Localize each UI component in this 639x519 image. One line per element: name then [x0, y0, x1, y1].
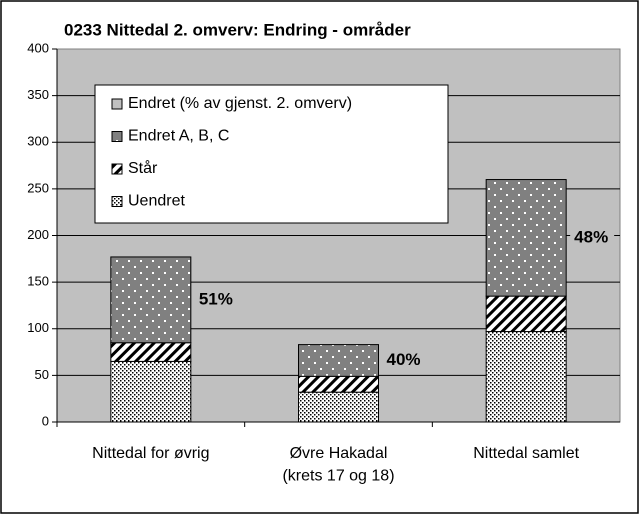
- y-tick-label: 350: [27, 87, 49, 102]
- y-tick-label: 50: [35, 367, 49, 382]
- bar-pattern: [298, 375, 379, 393]
- data-label: 51%: [199, 289, 233, 308]
- x-tick-label: Øvre Hakadal (krets 17 og 18): [282, 445, 394, 484]
- y-tick-label: 300: [27, 134, 49, 149]
- data-label: 48%: [574, 227, 608, 246]
- legend-swatch: [111, 196, 123, 207]
- bar-pattern: [485, 295, 567, 333]
- legend-label: Endret A, B, C: [128, 128, 229, 145]
- y-tick-label: 0: [42, 413, 49, 428]
- bar-pattern: [110, 360, 192, 423]
- bar-pattern: [110, 256, 192, 344]
- label-bg: [194, 288, 239, 311]
- bar-pattern: [485, 179, 567, 297]
- legend-label: Uendret: [128, 193, 185, 210]
- y-tick-label: 400: [27, 40, 49, 55]
- bar-pattern: [110, 342, 192, 362]
- y-tick-label: 100: [27, 320, 49, 335]
- y-tick-label: 150: [27, 274, 49, 289]
- y-tick-label: 250: [27, 180, 49, 195]
- legend-label: Endret (% av gjenst. 2. omverv): [128, 95, 352, 112]
- y-tick-label: 200: [27, 227, 49, 242]
- data-label: 40%: [387, 350, 421, 369]
- legend-label: Står: [128, 159, 158, 177]
- x-tick-label: Nittedal samlet: [473, 445, 579, 462]
- legend-swatch: [111, 131, 123, 142]
- label-bg: [570, 226, 615, 249]
- legend-swatch: [111, 98, 123, 110]
- legend-swatch: [111, 163, 123, 175]
- bar-pattern: [298, 344, 379, 377]
- label-bg: [382, 349, 427, 372]
- chart-title: 0233 Nittedal 2. omverv: Endring - områd…: [64, 20, 411, 39]
- bar-pattern: [298, 391, 379, 423]
- x-tick-label: Nittedal for øvrig: [92, 445, 209, 462]
- legend-box: [94, 84, 449, 224]
- bar-pattern: [485, 331, 567, 423]
